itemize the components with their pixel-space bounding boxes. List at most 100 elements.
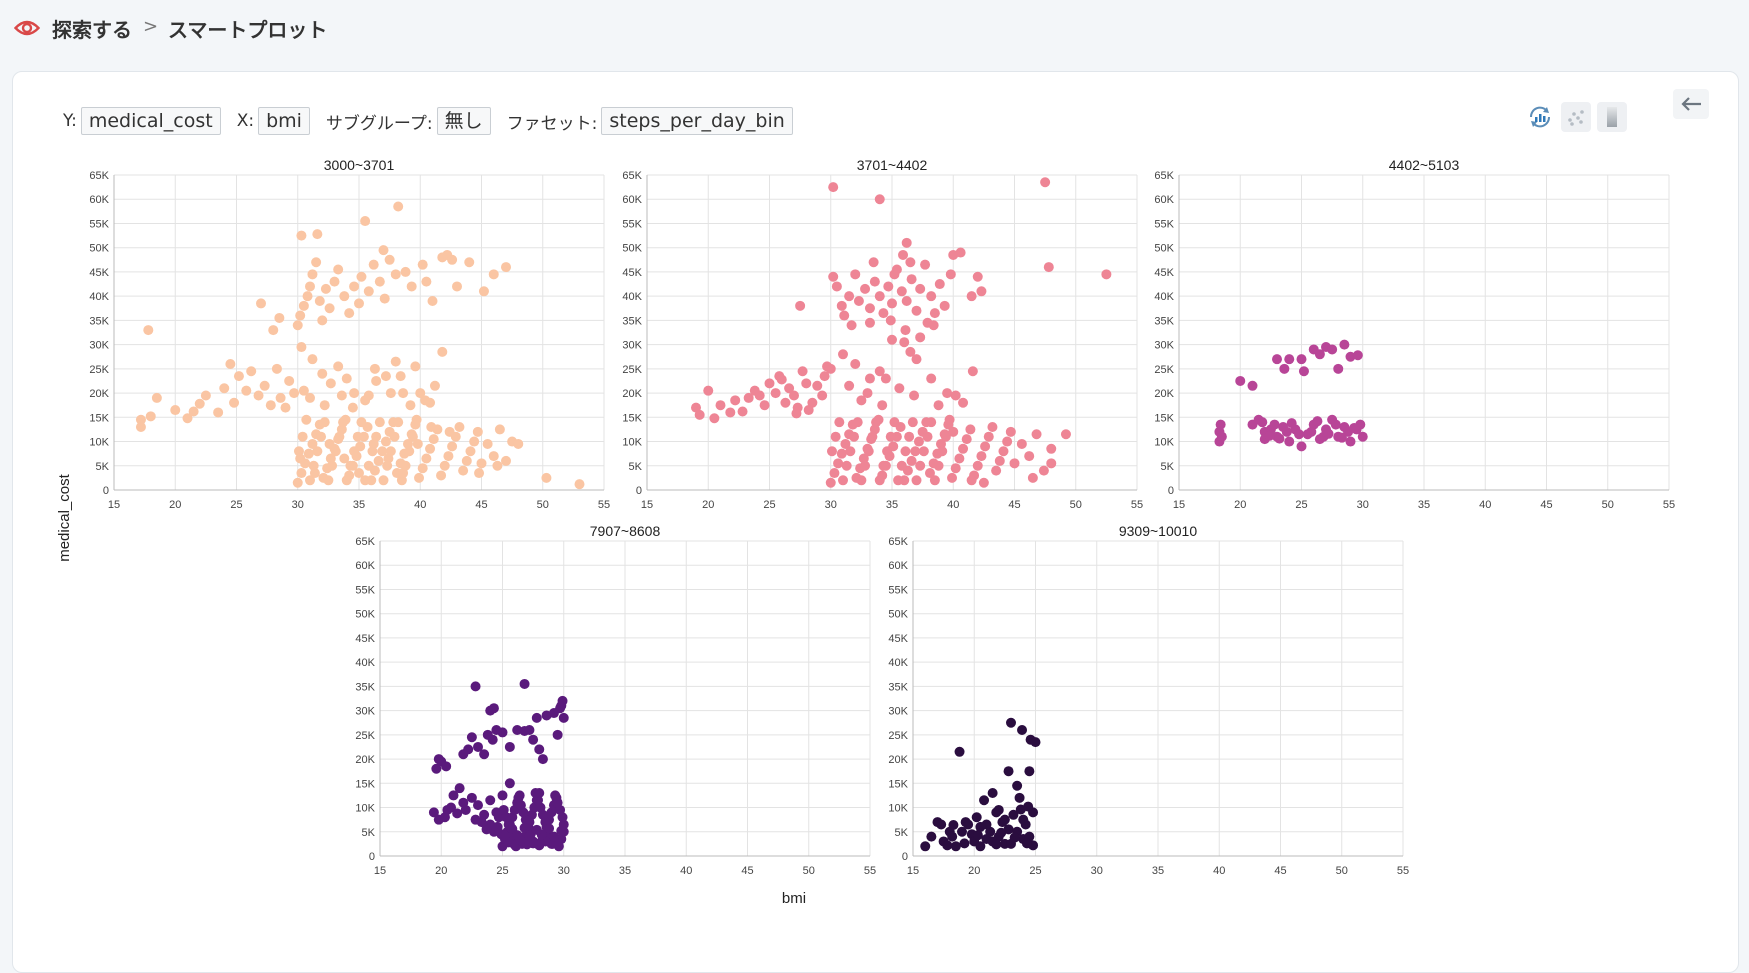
data-point bbox=[145, 411, 156, 422]
chart-refresh-icon[interactable] bbox=[1525, 102, 1555, 132]
data-point bbox=[493, 812, 504, 823]
data-point bbox=[975, 841, 986, 852]
breadcrumb-root[interactable]: 探索する bbox=[52, 18, 132, 42]
data-point bbox=[1040, 177, 1051, 188]
data-point bbox=[840, 438, 851, 449]
data-point bbox=[349, 281, 360, 292]
y-tick-label: 20K bbox=[622, 388, 642, 400]
data-point bbox=[501, 455, 511, 466]
data-point bbox=[275, 392, 286, 403]
data-point bbox=[954, 746, 965, 757]
data-point bbox=[896, 460, 907, 471]
data-point bbox=[452, 281, 462, 292]
data-point bbox=[1323, 428, 1334, 439]
data-point bbox=[497, 790, 508, 801]
data-point bbox=[942, 388, 953, 399]
subgroup-select[interactable]: 無し bbox=[436, 107, 491, 135]
data-point bbox=[838, 349, 848, 360]
data-point bbox=[476, 458, 487, 469]
data-point bbox=[295, 310, 306, 321]
data-point bbox=[374, 276, 385, 287]
scatter-icon[interactable] bbox=[1561, 102, 1591, 132]
data-point bbox=[259, 380, 270, 391]
x-tick-label: 50 bbox=[537, 499, 549, 511]
data-point bbox=[1336, 432, 1347, 443]
data-point bbox=[915, 332, 926, 343]
back-button[interactable] bbox=[1673, 89, 1709, 119]
data-point bbox=[836, 448, 847, 459]
data-point bbox=[958, 397, 969, 408]
data-point bbox=[497, 727, 508, 738]
y-tick-label: 10K bbox=[355, 803, 375, 815]
y-tick-label: 65K bbox=[355, 536, 375, 548]
x-tick-label: 25 bbox=[1295, 499, 1307, 511]
data-point bbox=[933, 460, 944, 471]
data-point bbox=[1327, 344, 1338, 355]
data-point bbox=[531, 824, 542, 835]
data-point bbox=[889, 417, 900, 428]
data-point bbox=[920, 259, 931, 270]
data-point bbox=[298, 300, 309, 311]
data-point bbox=[839, 310, 850, 321]
data-point bbox=[1247, 380, 1258, 391]
facet-title: 3000~3701 bbox=[324, 157, 395, 173]
data-point bbox=[363, 460, 374, 471]
data-point bbox=[316, 431, 327, 442]
data-point bbox=[556, 825, 567, 836]
data-point bbox=[862, 388, 873, 399]
data-point bbox=[253, 390, 264, 401]
data-point bbox=[911, 305, 922, 316]
data-point bbox=[910, 446, 921, 457]
y-variable-select[interactable]: medical_cost bbox=[80, 107, 221, 135]
data-point bbox=[344, 308, 355, 319]
data-point bbox=[878, 308, 889, 319]
data-point bbox=[1008, 809, 1019, 820]
data-point bbox=[836, 300, 847, 311]
data-point bbox=[1294, 429, 1305, 440]
data-point bbox=[482, 729, 493, 740]
y-tick-label: 10K bbox=[888, 803, 908, 815]
data-point bbox=[412, 438, 423, 449]
x-tick-label: 55 bbox=[1397, 865, 1409, 877]
y-tick-label: 45K bbox=[355, 633, 375, 645]
data-point bbox=[443, 451, 454, 462]
data-point bbox=[958, 443, 969, 454]
data-point bbox=[368, 438, 379, 449]
facet-select[interactable]: steps_per_day_bin bbox=[601, 107, 793, 135]
data-point bbox=[504, 778, 515, 789]
x-tick-label: 30 bbox=[825, 499, 837, 511]
data-point bbox=[427, 296, 438, 306]
data-point bbox=[466, 792, 477, 803]
data-point bbox=[544, 823, 555, 834]
data-point bbox=[550, 790, 561, 801]
data-point bbox=[437, 346, 448, 357]
y-tick-label: 30K bbox=[888, 706, 908, 718]
data-point bbox=[764, 378, 775, 389]
data-point bbox=[374, 417, 385, 428]
data-point bbox=[922, 431, 933, 442]
data-point bbox=[942, 840, 953, 851]
data-point bbox=[395, 371, 406, 382]
data-point bbox=[1038, 465, 1049, 476]
data-point bbox=[513, 792, 524, 803]
gradient-icon[interactable] bbox=[1597, 102, 1627, 132]
data-point bbox=[1352, 350, 1363, 361]
data-point bbox=[460, 804, 471, 815]
data-point bbox=[1339, 339, 1350, 350]
data-point bbox=[812, 380, 823, 391]
data-point bbox=[390, 356, 401, 367]
data-point bbox=[850, 269, 861, 280]
data-point bbox=[513, 438, 524, 449]
data-point bbox=[948, 819, 959, 830]
data-point bbox=[1264, 430, 1275, 441]
x-tick-label: 45 bbox=[1274, 865, 1286, 877]
data-point bbox=[428, 434, 439, 445]
data-point bbox=[305, 475, 315, 486]
x-tick-label: 25 bbox=[230, 499, 242, 511]
facet-title: 9309~10010 bbox=[1119, 523, 1197, 539]
x-tick-label: 20 bbox=[702, 499, 714, 511]
data-point bbox=[303, 448, 314, 459]
y-tick-label: 40K bbox=[622, 291, 642, 303]
x-variable-select[interactable]: bmi bbox=[258, 107, 310, 135]
y-tick-label: 25K bbox=[355, 730, 375, 742]
